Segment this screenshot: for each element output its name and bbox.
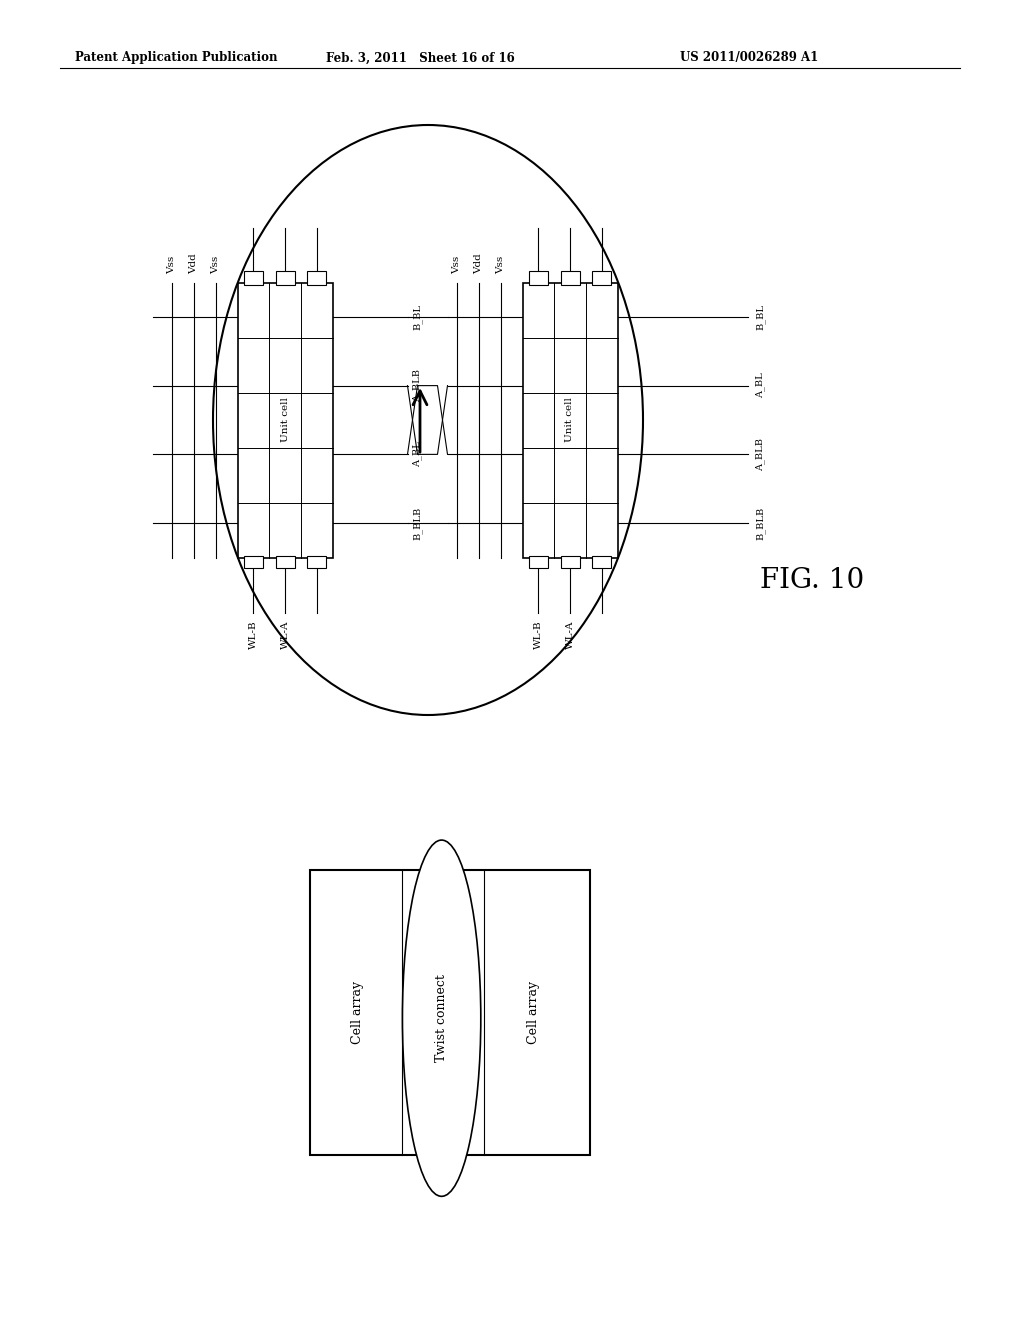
Text: WL-B: WL-B (249, 620, 258, 649)
Text: Twist connect: Twist connect (435, 974, 449, 1063)
Text: Unit cell: Unit cell (565, 397, 574, 442)
Text: WL-A: WL-A (565, 620, 574, 649)
Bar (307, 556, 327, 568)
Ellipse shape (402, 840, 481, 1196)
Text: WL-A: WL-A (281, 620, 290, 649)
Text: A_BL: A_BL (756, 372, 765, 399)
Bar (592, 271, 611, 285)
Text: FIG. 10: FIG. 10 (760, 566, 864, 594)
Text: Patent Application Publication: Patent Application Publication (75, 51, 278, 65)
Text: B_BLB: B_BLB (413, 507, 422, 540)
Bar (522, 282, 617, 557)
Bar (528, 556, 548, 568)
Text: Vss: Vss (211, 256, 220, 275)
Text: Cell array: Cell array (527, 981, 541, 1044)
Bar (275, 271, 295, 285)
Text: Cell array: Cell array (351, 981, 365, 1044)
Text: A_BLB: A_BLB (756, 438, 765, 471)
Bar (560, 556, 580, 568)
Bar (310, 870, 590, 1155)
Bar (244, 271, 263, 285)
Bar (238, 282, 333, 557)
Text: Vss: Vss (496, 256, 505, 275)
Text: B_BL: B_BL (413, 304, 422, 330)
Text: WL-B: WL-B (534, 620, 543, 649)
Text: Vss: Vss (452, 256, 461, 275)
Text: A_BLB: A_BLB (413, 370, 422, 403)
Bar (275, 556, 295, 568)
Text: A_BL: A_BL (413, 441, 422, 467)
Text: B_BLB: B_BLB (756, 507, 765, 540)
Bar (307, 271, 327, 285)
Bar (528, 271, 548, 285)
Text: Unit cell: Unit cell (281, 397, 290, 442)
Text: Feb. 3, 2011   Sheet 16 of 16: Feb. 3, 2011 Sheet 16 of 16 (326, 51, 514, 65)
Bar (592, 556, 611, 568)
Text: Vss: Vss (167, 256, 176, 275)
Text: US 2011/0026289 A1: US 2011/0026289 A1 (680, 51, 818, 65)
Text: Vdd: Vdd (189, 253, 198, 275)
Bar (560, 271, 580, 285)
Text: B_BL: B_BL (756, 304, 765, 330)
Bar (244, 556, 263, 568)
Text: Vdd: Vdd (474, 253, 483, 275)
